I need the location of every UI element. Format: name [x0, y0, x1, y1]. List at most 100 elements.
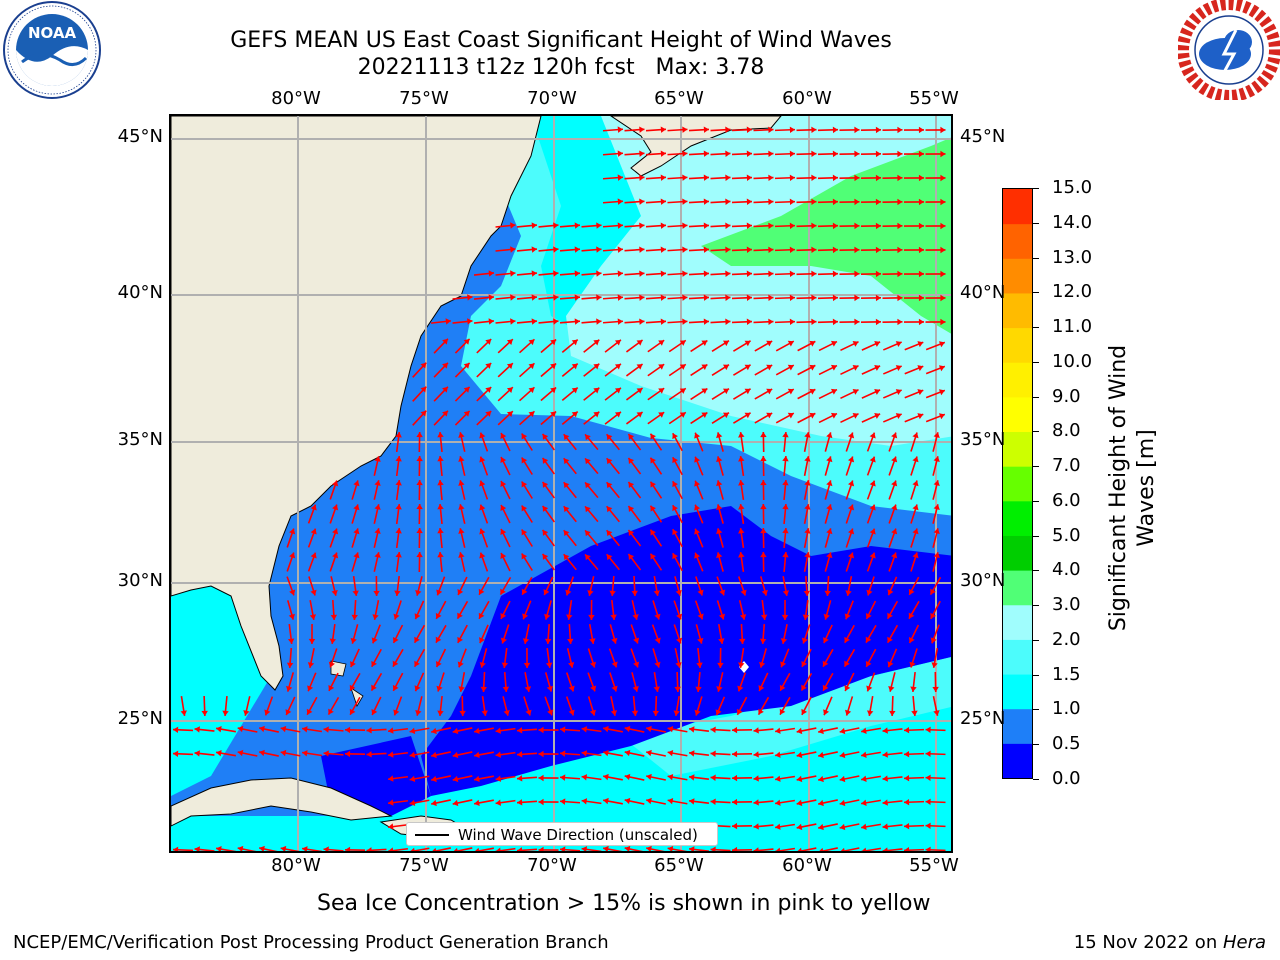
- colorbar-tick-label: 13.0: [1052, 246, 1093, 268]
- wind-arrow: [237, 725, 258, 733]
- wind-arrow: [194, 750, 215, 757]
- wind-arrow: [710, 750, 731, 757]
- wind-arrow: [566, 599, 573, 621]
- wind-arrow: [581, 294, 602, 301]
- wind-arrow: [925, 341, 946, 351]
- wind-arrow: [753, 222, 774, 230]
- wind-arrow: [731, 222, 753, 229]
- wind-arrow: [753, 727, 774, 734]
- wind-arrow: [673, 624, 683, 644]
- wind-arrow: [925, 246, 946, 254]
- chart-title: GEFS MEAN US East Coast Significant Heig…: [230, 28, 892, 53]
- wind-arrow: [373, 575, 380, 597]
- wind-arrow: [437, 503, 444, 525]
- wind-arrow: [584, 457, 599, 475]
- wind-arrow: [818, 823, 838, 831]
- wind-arrow: [909, 648, 918, 668]
- colorbar-tick-mark: [1033, 466, 1039, 468]
- wind-arrow: [415, 576, 423, 596]
- wind-arrow: [866, 504, 876, 524]
- wind-arrow: [479, 456, 489, 476]
- lat-label-left: 40°N: [117, 282, 163, 303]
- wind-arrow: [366, 751, 387, 758]
- wind-arrow: [688, 750, 710, 757]
- wind-arrow: [649, 481, 663, 499]
- colorbar-tick-label: 3.0: [1052, 594, 1081, 616]
- wind-arrow: [604, 387, 622, 401]
- colorbar-tick-mark: [1033, 639, 1039, 641]
- wind-arrow: [711, 340, 730, 352]
- wind-arrow: [538, 246, 559, 253]
- wind-arrow: [602, 222, 624, 229]
- wind-arrow: [796, 174, 817, 182]
- colorbar-swatch: [1003, 570, 1032, 606]
- wind-arrow: [647, 363, 665, 377]
- wind-arrow: [479, 504, 489, 524]
- wind-arrow: [495, 222, 516, 229]
- wind-arrow: [437, 527, 444, 549]
- wind-arrow: [456, 600, 469, 620]
- wind-arrow: [624, 270, 645, 277]
- branch-credit: NCEP/EMC/Verification Post Processing Pr…: [13, 932, 609, 953]
- wind-arrow: [882, 198, 903, 206]
- wind-arrow: [476, 410, 492, 426]
- map-canvas: [171, 116, 951, 851]
- wind-arrow: [903, 822, 925, 830]
- wind-arrow: [630, 624, 640, 644]
- wind-arrow: [774, 246, 796, 254]
- wind-arrow: [587, 696, 596, 716]
- wind-arrow: [716, 600, 726, 620]
- wind-arrow: [882, 389, 903, 399]
- wind-arrow: [738, 647, 745, 669]
- wind-arrow: [758, 672, 769, 692]
- wind-arrow: [775, 364, 795, 376]
- wind-arrow: [416, 455, 423, 477]
- wind-arrow: [645, 294, 667, 301]
- wind-arrow: [753, 318, 774, 326]
- colorbar-tick-mark: [1033, 292, 1039, 294]
- wind-arrow: [371, 648, 382, 668]
- wind-arrow: [436, 576, 446, 596]
- wind-arrow: [500, 528, 511, 548]
- wind-arrow: [753, 270, 774, 278]
- colorbar-swatch: [1003, 431, 1032, 467]
- wind-arrow: [652, 695, 660, 717]
- wind-arrow: [521, 433, 533, 451]
- wind-arrow: [415, 696, 423, 716]
- wind-arrow: [840, 340, 859, 352]
- wind-arrow: [818, 727, 838, 735]
- colorbar-tick-label: 14.0: [1052, 211, 1093, 233]
- wind-arrow: [932, 432, 940, 452]
- wave-height-map: Wind Wave Direction (unscaled): [169, 114, 953, 853]
- map-legend: Wind Wave Direction (unscaled): [406, 822, 718, 846]
- wind-arrow: [521, 553, 533, 571]
- wind-arrow: [860, 294, 882, 302]
- wind-arrow: [286, 528, 296, 548]
- colorbar-tick-mark: [1033, 361, 1039, 363]
- wind-arrow: [903, 774, 925, 782]
- wind-arrow: [711, 388, 730, 400]
- wind-arrow: [625, 411, 644, 425]
- wind-arrow: [500, 624, 510, 644]
- wind-arrow: [782, 431, 789, 453]
- wind-arrow: [780, 648, 790, 668]
- wind-arrow: [860, 270, 882, 278]
- lat-label-right: 30°N: [960, 570, 1006, 591]
- wind-arrow: [796, 775, 817, 783]
- wind-arrow: [329, 623, 337, 645]
- wind-arrow: [473, 270, 495, 277]
- wind-arrow: [649, 505, 663, 523]
- wind-arrow: [559, 846, 581, 851]
- colorbar-tick-mark: [1033, 674, 1039, 676]
- wind-arrow: [757, 696, 770, 716]
- wind-arrow: [774, 150, 796, 158]
- wind-arrow: [839, 222, 860, 230]
- wind-arrow: [839, 198, 860, 206]
- wind-arrow: [903, 222, 925, 230]
- wind-arrow: [801, 624, 811, 644]
- wind-arrow: [882, 775, 903, 782]
- wind-arrow: [904, 413, 924, 423]
- wind-arrow: [753, 799, 774, 806]
- wind-arrow: [645, 198, 667, 205]
- wind-arrow: [540, 386, 557, 402]
